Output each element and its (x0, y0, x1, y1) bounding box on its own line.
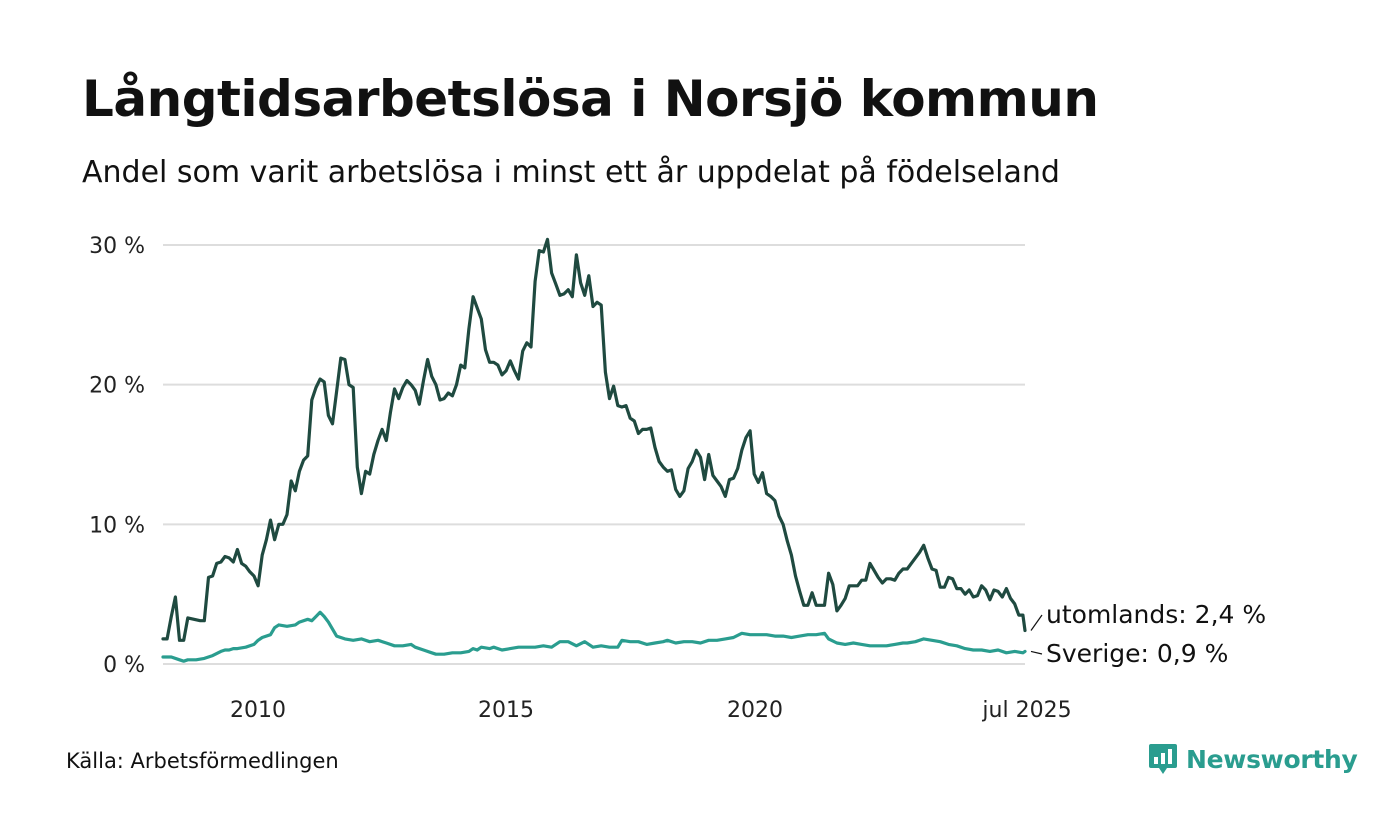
end-label-connector (1030, 614, 1043, 631)
y-tick-label: 20 % (89, 374, 145, 399)
x-tick-label: 2020 (727, 698, 783, 723)
series-line-utomlands (161, 237, 1027, 642)
y-tick-label: 30 % (89, 234, 145, 259)
x-tick-label: 2010 (230, 698, 286, 723)
series-line-sverige (161, 610, 1027, 663)
brand-logo: Newsworthy (1148, 742, 1358, 776)
y-tick-label: 10 % (89, 513, 145, 538)
chart-title: Långtidsarbetslösa i Norsjö kommun (82, 70, 1099, 128)
x-tick-label: 2015 (478, 698, 534, 723)
grid-lines (163, 244, 1025, 665)
x-axis: 2010 2015 2020 jul 2025 (230, 698, 1072, 723)
x-tick-label: jul 2025 (981, 698, 1071, 723)
end-label-connector (1030, 650, 1043, 655)
series-end-labels: utomlands: 2,4 % Sverige: 0,9 % (1030, 600, 1266, 668)
y-axis: 0 % 10 % 20 % 30 % (89, 234, 145, 678)
series-lines (161, 237, 1027, 663)
newsworthy-logo-icon (1149, 744, 1177, 774)
y-tick-label: 0 % (103, 653, 145, 678)
series-end-label: utomlands: 2,4 % (1046, 600, 1266, 629)
chart-subtitle: Andel som varit arbetslösa i minst ett å… (82, 155, 1060, 190)
series-end-label: Sverige: 0,9 % (1046, 639, 1228, 668)
source-note: Källa: Arbetsförmedlingen (66, 749, 339, 773)
brand-name: Newsworthy (1186, 744, 1358, 774)
